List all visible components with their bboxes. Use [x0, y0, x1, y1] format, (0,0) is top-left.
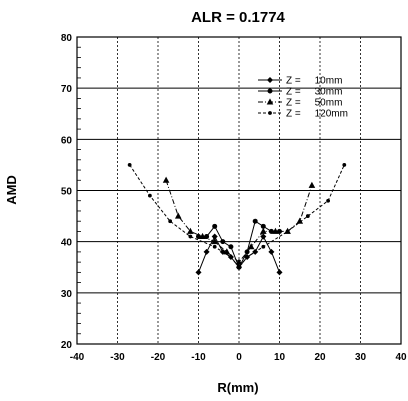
x-tick-label: -40: [70, 352, 85, 363]
data-point: [211, 238, 219, 245]
y-tick-label: 20: [61, 340, 73, 351]
y-axis-label: AMD: [4, 175, 19, 205]
data-point: [220, 239, 226, 245]
legend-label: Z = 30mm: [286, 87, 342, 98]
data-point: [259, 227, 267, 234]
data-point: [276, 269, 283, 276]
x-tick-labels: -40 -30 -20 -10 0 10 20 30 40: [70, 352, 407, 363]
x-tick-label: 20: [314, 352, 326, 363]
y-tick-label: 30: [61, 289, 73, 300]
legend-item: Z = 120mm: [258, 109, 348, 120]
legend-label: Z = 120mm: [286, 109, 348, 120]
data-point: [252, 218, 258, 224]
legend-marker: [267, 88, 273, 94]
x-tick-label: 40: [395, 352, 407, 363]
x-tick-label: 30: [355, 352, 367, 363]
data-point: [188, 234, 193, 239]
y-tick-label: 70: [61, 84, 73, 95]
data-point: [203, 248, 210, 255]
data-point: [127, 163, 132, 167]
data-point: [228, 244, 234, 250]
y-tick-label: 80: [61, 33, 73, 44]
series-3: [162, 176, 316, 265]
legend-marker: [268, 111, 272, 115]
y-tick-labels: 20 30 40 50 60 70 80: [61, 33, 73, 351]
y-tick-label: 60: [61, 135, 73, 146]
data-point: [195, 269, 202, 276]
legend-label: Z = 10mm: [286, 76, 342, 87]
series-4: [127, 163, 347, 270]
data-point: [235, 258, 243, 265]
x-tick-label: 0: [236, 352, 242, 363]
data-point: [308, 181, 316, 188]
y-tick-label: 50: [61, 187, 73, 198]
data-point: [247, 243, 255, 250]
data-point: [212, 244, 217, 249]
plot-frame: [76, 36, 402, 345]
y-tick-label: 40: [61, 238, 73, 249]
x-tick-label: -30: [110, 352, 125, 363]
x-tick-label: 10: [274, 352, 286, 363]
legend-item: Z = 30mm: [258, 87, 342, 98]
data-point: [326, 198, 331, 203]
grid: [76, 36, 402, 345]
legend-item: Z = 50mm: [258, 98, 342, 109]
data-point: [285, 229, 290, 234]
data-point: [268, 248, 275, 255]
data-point: [342, 163, 347, 167]
legend-marker: [266, 76, 274, 84]
series-line: [129, 164, 345, 269]
legend-marker: [266, 98, 274, 105]
data-point: [187, 227, 194, 234]
data-point: [261, 244, 266, 249]
data-point: [199, 232, 206, 240]
data-point: [260, 233, 267, 240]
x-tick-label: -20: [151, 352, 166, 363]
x-tick-label: -10: [191, 352, 206, 363]
data-point: [272, 227, 279, 234]
series-layer: [127, 163, 347, 276]
data-point: [237, 265, 241, 270]
chart-title: ALR = 0.1774: [191, 9, 285, 26]
data-point: [305, 214, 310, 218]
data-point: [174, 212, 182, 219]
data-point: [212, 223, 218, 229]
data-point: [147, 193, 152, 198]
data-point: [228, 255, 233, 259]
legend-item: Z = 10mm: [258, 76, 342, 87]
data-point: [168, 219, 173, 224]
data-point: [245, 255, 250, 259]
legend-label: Z = 50mm: [286, 98, 342, 109]
data-point: [162, 176, 170, 183]
x-axis-label: R(mm): [217, 380, 258, 395]
